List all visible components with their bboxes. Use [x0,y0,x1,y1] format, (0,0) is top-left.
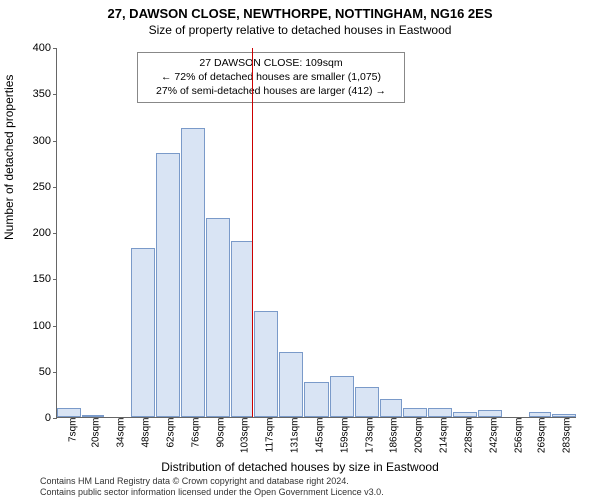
histogram-bar [181,128,205,417]
y-tick-mark [53,94,57,95]
histogram-bar [206,218,230,417]
histogram-bar [453,412,477,417]
annotation-line1: 27 DAWSON CLOSE: 109sqm [144,56,398,70]
histogram-bar [478,410,502,417]
y-tick-mark [53,279,57,280]
y-tick-label: 400 [17,42,51,54]
y-tick-mark [53,326,57,327]
annotation-box: 27 DAWSON CLOSE: 109sqm ← 72% of detache… [137,52,405,103]
histogram-bar [529,412,551,417]
y-tick-label: 100 [17,320,51,332]
histogram-bar [57,408,81,417]
histogram-bar [156,153,180,417]
y-tick-mark [53,418,57,419]
histogram-bar [403,408,427,417]
y-axis-label: Number of detached properties [2,75,16,240]
reference-line [252,48,253,417]
histogram-bar [131,248,155,417]
histogram-bar [231,241,253,417]
histogram-chart: 27 DAWSON CLOSE: 109sqm ← 72% of detache… [56,48,576,418]
y-tick-mark [53,233,57,234]
histogram-bar [304,382,328,417]
y-tick-mark [53,372,57,373]
histogram-bar [279,352,303,417]
y-tick-label: 50 [17,366,51,378]
annotation-line2: ← 72% of detached houses are smaller (1,… [144,70,398,84]
page-title: 27, DAWSON CLOSE, NEWTHORPE, NOTTINGHAM,… [0,0,600,21]
y-tick-label: 150 [17,273,51,285]
y-tick-mark [53,48,57,49]
footer-line2: Contains public sector information licen… [40,487,384,498]
x-axis-label: Distribution of detached houses by size … [0,460,600,474]
y-tick-label: 300 [17,135,51,147]
histogram-bar [355,387,379,417]
y-tick-mark [53,141,57,142]
y-tick-mark [53,187,57,188]
histogram-bar [428,408,452,417]
histogram-bar [254,311,278,417]
y-tick-label: 250 [17,181,51,193]
annotation-line3: 27% of semi-detached houses are larger (… [144,84,398,98]
y-tick-label: 200 [17,227,51,239]
footer-attribution: Contains HM Land Registry data © Crown c… [40,476,384,498]
histogram-bar [330,376,354,417]
footer-line1: Contains HM Land Registry data © Crown c… [40,476,384,487]
y-tick-label: 350 [17,88,51,100]
page-subtitle: Size of property relative to detached ho… [0,21,600,37]
y-tick-label: 0 [17,412,51,424]
histogram-bar [380,399,402,418]
